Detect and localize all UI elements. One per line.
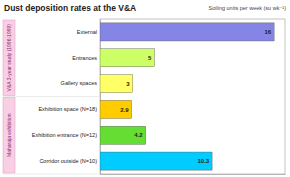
plot-frame <box>100 19 285 174</box>
bar <box>100 23 274 41</box>
data-label: 10.3 <box>197 158 209 164</box>
group-box <box>3 20 15 96</box>
data-label: 2.9 <box>120 107 129 113</box>
category-label: Gallery spaces <box>61 80 98 86</box>
bar <box>100 126 146 144</box>
data-label: 4.2 <box>134 132 143 138</box>
bar <box>100 100 132 118</box>
bar <box>100 49 154 67</box>
group-label: Maharaja exhibition <box>6 113 12 157</box>
tick: Exhibition space (N=18) <box>38 106 100 112</box>
group-separator <box>3 96 99 97</box>
group-separator <box>3 174 99 175</box>
category-label: Exhibition space (N=18) <box>38 106 97 112</box>
title: Dust deposition rates at the V&A <box>4 3 136 13</box>
tick: Gallery spaces <box>61 80 100 86</box>
tick: Corridor outside (N=10) <box>39 158 100 164</box>
tick: External <box>77 29 100 35</box>
x-axis <box>101 174 286 175</box>
bar <box>100 75 133 93</box>
x-axis-line <box>101 174 286 175</box>
bar <box>100 152 212 170</box>
category-label: Corridor outside (N=10) <box>39 158 97 164</box>
subtitle: Soiling units per week (su wk⁻¹) <box>209 5 287 11</box>
data-label: 16 <box>264 29 271 35</box>
chart: Dust deposition rates at the V&A Soiling … <box>0 0 290 177</box>
bars <box>100 23 274 170</box>
tick: Entrances <box>72 55 100 61</box>
category-label: External <box>77 29 97 35</box>
y-axis-line <box>100 20 101 175</box>
y-axis: External Entrances Gallery spaces Exhibitio… <box>32 20 101 175</box>
group-box <box>3 98 15 174</box>
category-label: Exhibition entrance (N=12) <box>32 132 97 138</box>
group-label: V&A 3-year study (1996-1999) <box>6 24 12 92</box>
category-label: Entrances <box>72 55 97 61</box>
data-label: 3 <box>126 81 130 87</box>
tick: Exhibition entrance (N=12) <box>32 132 100 138</box>
data-labels: 16 5 3 2.9 4.2 10.3 <box>120 29 272 164</box>
data-label: 5 <box>148 55 152 61</box>
